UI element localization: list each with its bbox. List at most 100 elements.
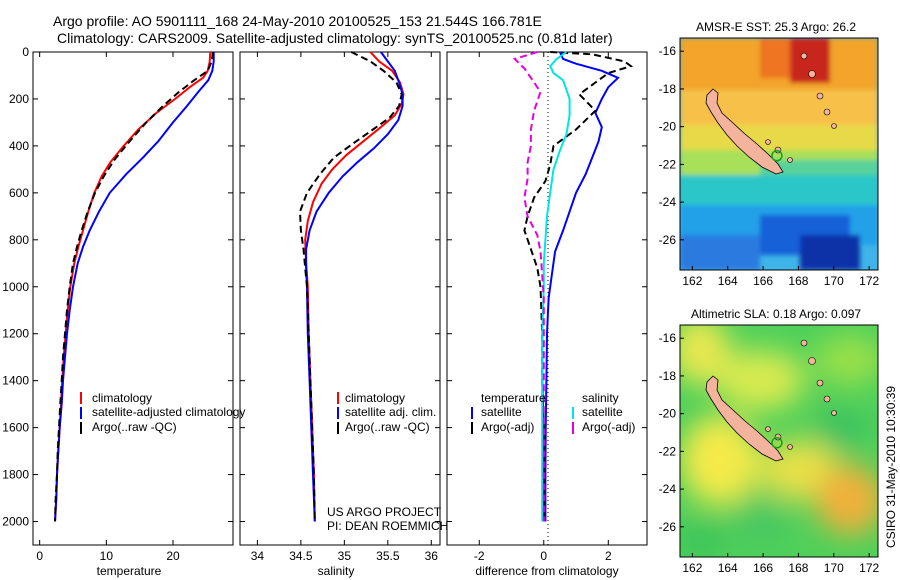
- sla-map-panel: Altimetric SLA: 0.18 Argo: 0.097: [659, 307, 880, 575]
- loyalty-island-sla-1: [765, 426, 771, 432]
- legend-salinity-heading: salinity: [582, 391, 619, 405]
- figure-title-line2: Climatology: CARS2009. Satellite-adjuste…: [57, 30, 613, 46]
- map-y-tick-label: -18: [659, 82, 677, 96]
- map-y-tick-label: -22: [659, 444, 677, 458]
- temperature-legend: climatology satellite-adjusted climatolo…: [80, 391, 245, 434]
- difference-axes-box: [446, 51, 648, 546]
- vanuatu-island-sla-2: [808, 357, 816, 365]
- map-y-tick-label: -24: [659, 482, 677, 496]
- map-y-tick-label: -24: [659, 195, 677, 209]
- y-tick-label: 2000: [2, 515, 29, 529]
- y-tick-label: 200: [9, 92, 29, 106]
- series-line-satellite-adjusted-climatology: [54, 52, 215, 522]
- new-caledonia-island-sst: [705, 88, 784, 175]
- map-x-tick-label: 172: [859, 274, 879, 288]
- argo-location-marker-sla: [771, 437, 783, 449]
- loyalty-island-sst-1: [765, 139, 771, 145]
- sla-heatmap-image: [680, 325, 878, 557]
- x-tick-label: 0: [540, 549, 547, 563]
- map-y-tick-label: -26: [659, 233, 677, 247]
- new-caledonia-island-sla: [705, 375, 784, 462]
- vanuatu-island-sla-1: [800, 339, 808, 347]
- project-line1: US ARGO PROJECT: [327, 505, 442, 519]
- series-line-argo-adj: [523, 51, 634, 522]
- series-line-climatology: [54, 51, 212, 522]
- vanuatu-island-sst-1: [800, 52, 808, 60]
- sst-heatmap-image: [680, 38, 878, 270]
- legend-satellite-label: satellite-adjusted climatology: [92, 405, 245, 419]
- map-x-tick-label: 168: [788, 274, 808, 288]
- x-tick-label: 10: [100, 549, 114, 563]
- legend-temp-satellite-label: satellite: [481, 405, 522, 419]
- series-line-argo-adj: [512, 51, 545, 522]
- series-line-satellite: [541, 51, 571, 522]
- legend-climatology-label: climatology: [345, 391, 405, 405]
- x-tick-label: 2: [605, 549, 612, 563]
- map-y-tick-label: -16: [659, 331, 677, 345]
- vanuatu-island-sst-3: [816, 92, 824, 100]
- temperature-xlabel: temperature: [97, 564, 162, 578]
- y-tick-label: 1000: [2, 280, 29, 294]
- map-x-tick-label: 166: [753, 561, 773, 575]
- map-x-tick-label: 164: [718, 561, 738, 575]
- map-y-tick-label: -18: [659, 369, 677, 383]
- salinity-legend: climatology satellite adj. clim. Argo(..…: [337, 391, 436, 434]
- legend-sal-argo-label: Argo(-adj): [582, 420, 635, 434]
- salinity-xlabel: salinity: [318, 564, 355, 578]
- series-line-argo-raw-qc: [298, 51, 403, 522]
- map-x-tick-label: 166: [753, 274, 773, 288]
- difference-legend: temperature satellite Argo(-adj) salinit…: [471, 391, 635, 434]
- temperature-axes-box: [32, 51, 234, 546]
- project-line2: PI: DEAN ROEMMICH: [327, 519, 448, 533]
- x-tick-label: 20: [166, 549, 180, 563]
- legend-argo-label: Argo(..raw -QC): [345, 420, 430, 434]
- figure-title-line1: Argo profile: AO 5901111_168 24-May-2010…: [53, 13, 542, 29]
- argo-location-marker-sst: [771, 150, 783, 162]
- legend-temperature-heading: temperature: [481, 391, 546, 405]
- map-x-tick-label: 170: [824, 561, 844, 575]
- vanuatu-island-sla-3: [816, 379, 824, 387]
- series-line-argo-raw-qc: [54, 51, 214, 522]
- legend-sal-satellite-label: satellite: [582, 405, 623, 419]
- vanuatu-island-sst-2: [808, 70, 816, 78]
- sla-map-title: Altimetric SLA: 0.18 Argo: 0.097: [691, 307, 861, 321]
- map-x-tick-label: 162: [682, 561, 702, 575]
- series-line-satellite: [544, 51, 620, 522]
- legend-satellite-label: satellite adj. clim.: [345, 405, 436, 419]
- series-line-climatology: [304, 51, 405, 522]
- y-tick-label: 0: [22, 45, 29, 59]
- salinity-axes-box: [239, 51, 441, 546]
- x-tick-label: 35.5: [376, 549, 400, 563]
- vanuatu-island-sla-4: [823, 395, 831, 403]
- x-tick-label: -2: [474, 549, 485, 563]
- map-x-tick-label: 168: [788, 561, 808, 575]
- legend-argo-label: Argo(..raw -QC): [92, 420, 177, 434]
- x-tick-label: 36: [425, 549, 439, 563]
- sst-map-title: AMSR-E SST: 25.3 Argo: 26.2: [696, 20, 856, 34]
- y-tick-label: 1200: [2, 327, 29, 341]
- vanuatu-island-sla-5: [831, 410, 837, 416]
- y-tick-label: 800: [9, 233, 29, 247]
- vanuatu-island-sst-4: [823, 108, 831, 116]
- difference-panel: -2 0 2 difference from climatology tempera…: [446, 51, 648, 578]
- temperature-panel: 0 10 2002004006008001000120014001600180020…: [2, 45, 245, 578]
- y-tick-label: 600: [9, 186, 29, 200]
- x-tick-label: 35: [338, 549, 352, 563]
- legend-temp-argo-label: Argo(-adj): [481, 420, 534, 434]
- loyalty-island-sst-3: [787, 157, 793, 163]
- salinity-panel: 34 34.5 35 35.5 36 salinity climatology sate…: [239, 51, 448, 578]
- map-x-tick-label: 172: [859, 561, 879, 575]
- legend-climatology-label: climatology: [92, 391, 152, 405]
- vanuatu-island-sst-5: [831, 123, 837, 129]
- x-tick-label: 34.5: [289, 549, 313, 563]
- y-tick-label: 400: [9, 139, 29, 153]
- y-tick-label: 1600: [2, 421, 29, 435]
- y-tick-label: 1800: [2, 468, 29, 482]
- y-tick-label: 1400: [2, 374, 29, 388]
- map-x-tick-label: 162: [682, 274, 702, 288]
- sst-map-panel: AMSR-E SST: 25.3 Argo: 26.2: [659, 20, 880, 288]
- map-y-tick-label: -20: [659, 407, 677, 421]
- sla-map-axes-box: [679, 324, 879, 558]
- map-y-tick-label: -20: [659, 120, 677, 134]
- map-x-tick-label: 164: [718, 274, 738, 288]
